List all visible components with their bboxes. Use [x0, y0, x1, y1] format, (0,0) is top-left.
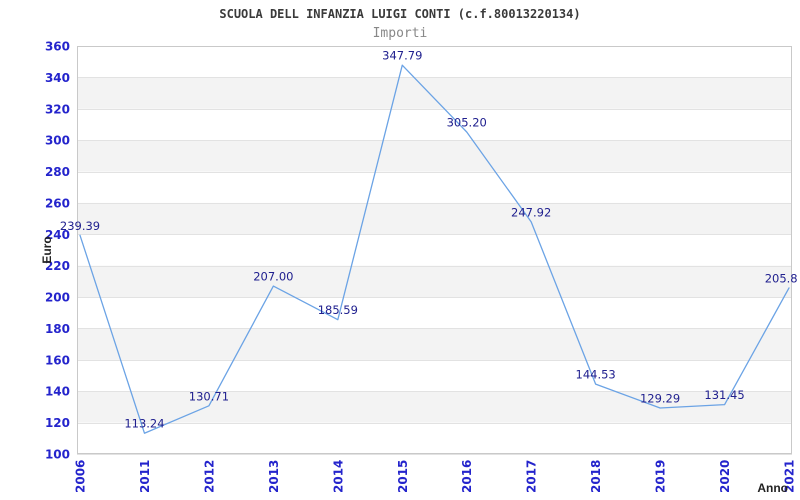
x-tick-label: 2006 [74, 460, 88, 493]
plot-border [77, 46, 792, 454]
plot-band [77, 328, 792, 360]
data-label: 129.29 [640, 392, 680, 406]
y-tick-label: 260 [45, 196, 70, 210]
y-tick-label: 160 [45, 353, 70, 367]
y-tick-label: 240 [45, 228, 70, 242]
x-tick-label: 2016 [460, 460, 474, 493]
plot-band [77, 140, 792, 172]
data-label: 144.53 [576, 368, 616, 382]
x-tick-label: 2012 [202, 460, 216, 493]
plot-band [77, 77, 792, 109]
y-tick-label: 220 [45, 259, 70, 273]
y-tick-label: 200 [45, 291, 70, 305]
data-label: 347.79 [382, 49, 422, 63]
y-tick-label: 360 [45, 40, 70, 54]
chart-subtitle: Importi [372, 26, 428, 41]
data-label: 247.92 [511, 205, 551, 219]
x-tick-label: 2017 [525, 460, 539, 493]
y-tick-label: 120 [45, 416, 70, 430]
chart-title: SCUOLA DELL INFANZIA LUIGI CONTI (c.f.80… [219, 7, 581, 21]
y-tick-label: 320 [45, 102, 70, 116]
data-label: 131.45 [704, 388, 744, 402]
x-tick-label: 2014 [331, 460, 345, 493]
x-tick-label: 2015 [396, 460, 410, 493]
y-tick-label: 180 [45, 322, 70, 336]
data-label: 185.59 [318, 303, 358, 317]
data-label: 130.71 [189, 389, 229, 403]
x-tick-label: 2021 [783, 460, 797, 493]
data-label: 113.24 [124, 417, 164, 431]
y-axis-title: Euro [40, 236, 54, 264]
series-line [79, 64, 790, 434]
x-tick-label: 2019 [654, 460, 668, 493]
data-label: 205.8 [765, 271, 798, 285]
y-tick-label: 140 [45, 385, 70, 399]
y-tick-label: 100 [45, 448, 70, 462]
y-tick-label: 340 [45, 71, 70, 85]
x-tick-label: 2013 [267, 460, 281, 493]
x-tick-label: 2018 [589, 460, 603, 493]
y-tick-label: 280 [45, 165, 70, 179]
plot-band [77, 202, 792, 235]
data-label: 239.39 [60, 219, 100, 233]
x-tick-label: 2020 [718, 460, 732, 493]
data-label: 207.00 [253, 270, 293, 284]
y-tick-label: 300 [45, 134, 70, 148]
x-tick-label: 2011 [138, 460, 152, 493]
data-label: 305.20 [447, 115, 487, 129]
x-axis-title: Anno [757, 481, 788, 495]
plot-band [77, 265, 792, 298]
